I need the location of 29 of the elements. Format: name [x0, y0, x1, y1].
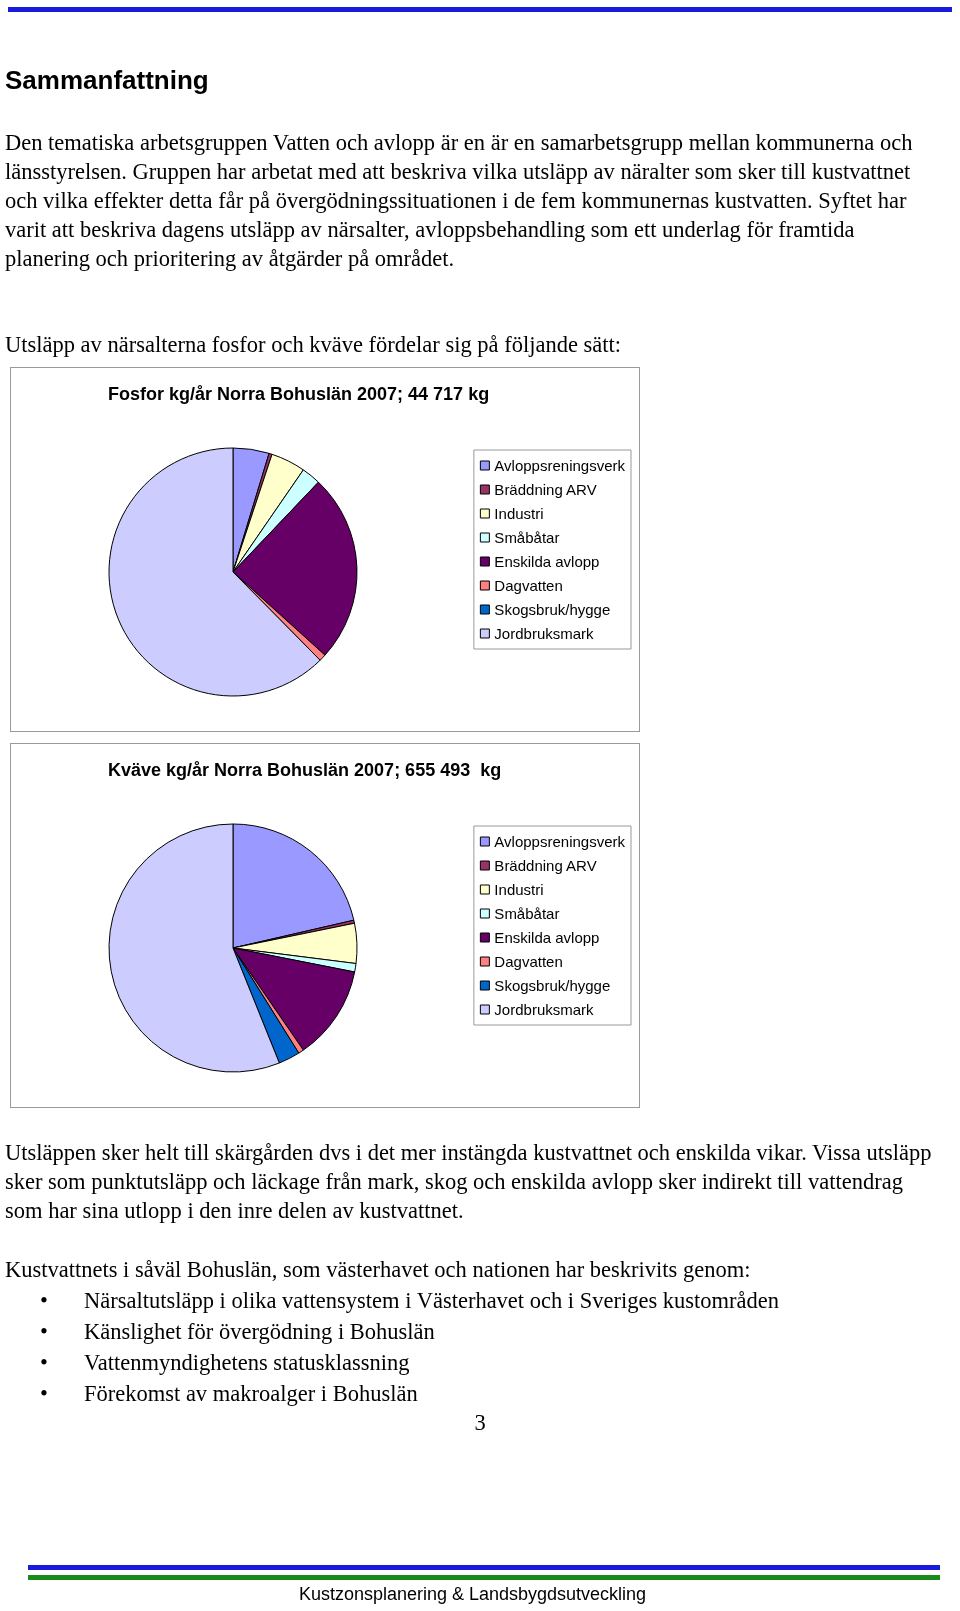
text: • Känslighet för övergödning i Bohuslän [40, 1318, 436, 1346]
legend-label: Småbåtar [494, 529, 560, 546]
text: Utsläpp av närsalterna fosfor och kväve fördelar sig på följande sätt: [5, 331, 623, 359]
legend-label: Småbåtar [494, 905, 560, 922]
text: Kustvattnets i såväl Bohuslän, som västerhavet och nationen har beskrivits genom: [5, 1256, 752, 1284]
legend-label: Jordbruksmark [494, 625, 595, 642]
legend-label: Skogsbruk/hygge [494, 601, 611, 618]
legend-label: Avloppsreningsverk [494, 457, 626, 474]
text: • Förekomst av makroalger i Bohuslän [40, 1380, 419, 1408]
text: Utsläppen sker helt till skärgården dvs i det mer instängda kustvattnet och enskilda vikar. Vissa utsläpp sker som punktutsläpp och läckage från mark, skog och enskilda avlopp sker indirekt till vattendrag som har sina utlopp i den inre delen av kustvattnet. [5, 1139, 933, 1225]
legend-label: Industri [494, 505, 544, 522]
legend-label: Industri [494, 881, 544, 898]
legend-label: Dagvatten [494, 577, 563, 594]
text: • Vattenmyndighetens statusklassning [40, 1349, 411, 1377]
chart-title: Fosfor kg/år Norra Bohuslän 2007; 44 717 kg [108, 384, 490, 404]
text: Sammanfattning [5, 65, 210, 95]
text: • Närsaltutsläpp i olika vattensystem i Västerhavet och i Sveriges kustområden [40, 1287, 781, 1315]
chart-title: Kväve kg/år Norra Bohuslän 2007; 655 493 kg [108, 760, 502, 780]
legend-label: Skogsbruk/hygge [494, 977, 611, 994]
legend-label: Bräddning ARV [494, 857, 597, 874]
legend-label: Enskilda avlopp [494, 929, 600, 946]
legend-label: Bräddning ARV [494, 481, 597, 498]
legend-label: Dagvatten [494, 953, 563, 970]
legend-label: Jordbruksmark [494, 1001, 595, 1018]
legend-label: Enskilda avlopp [494, 553, 600, 570]
text: 3 [473, 1409, 487, 1437]
legend-label: Avloppsreningsverk [494, 833, 626, 850]
text: Kustzonsplanering & Landsbygdsutveckling [297, 1583, 648, 1606]
text: Den tematiska arbetsgruppen Vatten och avlopp är en är en samarbetsgrupp mellan kommunerna och länsstyrelsen. Gruppen har arbetat med att beskriva vilka utsläpp av näralter som sker till kustvattnet och vilka effekter detta får på övergödningssituationen i de fem kommunernas kustvatten. Syftet har varit att beskriva dagens utsläpp av närsalter, avloppsbehandling som ett underlag för framtida planering och prioritering av åtgärder på området. [5, 129, 914, 273]
